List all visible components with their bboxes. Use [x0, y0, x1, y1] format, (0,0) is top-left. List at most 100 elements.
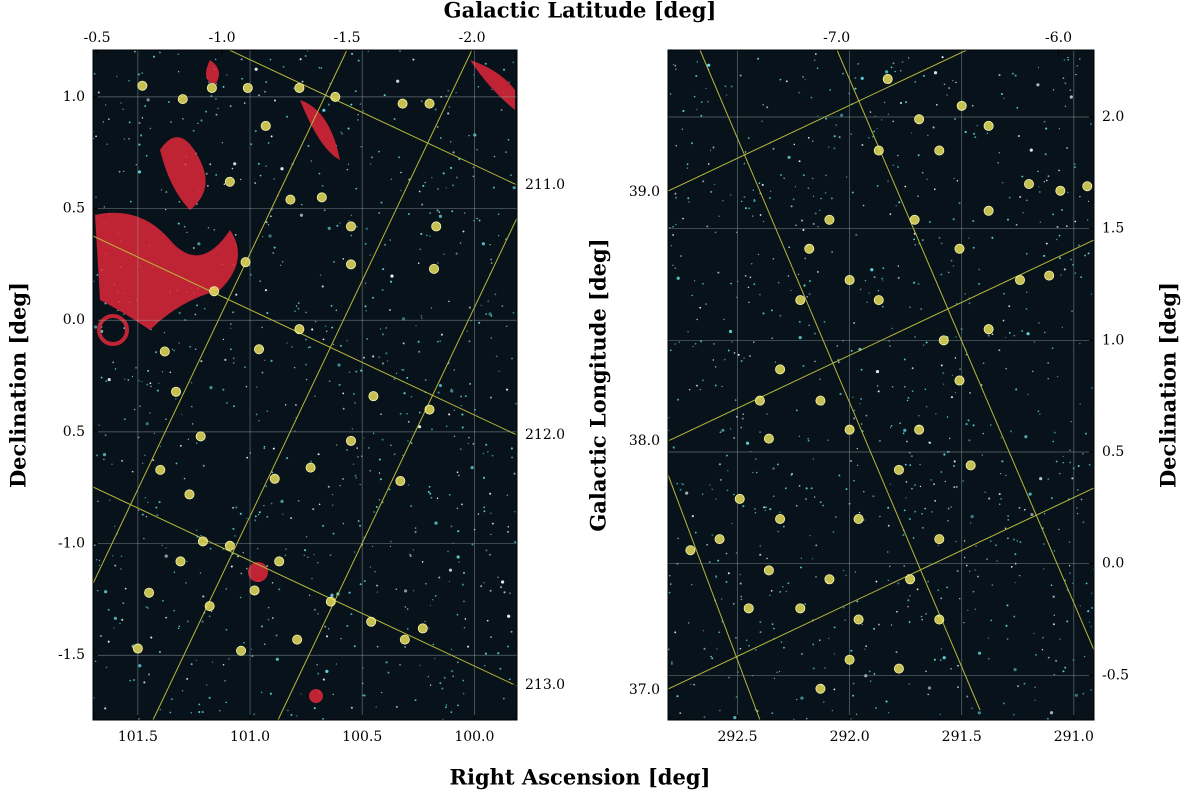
star — [670, 349, 672, 351]
star — [736, 231, 738, 234]
star — [447, 89, 450, 92]
star — [97, 500, 99, 503]
star — [317, 562, 319, 564]
star — [1039, 413, 1041, 415]
star — [165, 208, 167, 211]
star — [937, 544, 940, 547]
star — [968, 439, 971, 442]
marker — [305, 462, 316, 473]
star — [737, 353, 740, 356]
star — [393, 118, 396, 121]
star — [850, 649, 853, 652]
star — [972, 590, 975, 593]
star — [819, 501, 822, 504]
star — [1064, 105, 1067, 107]
star — [709, 149, 712, 152]
star — [111, 463, 113, 465]
star — [232, 357, 235, 360]
star — [462, 692, 465, 695]
star — [917, 283, 920, 285]
star — [1087, 252, 1090, 255]
star — [833, 688, 836, 691]
star — [266, 564, 269, 567]
star — [507, 526, 509, 528]
star — [362, 356, 365, 359]
star — [954, 118, 957, 120]
star — [400, 171, 402, 174]
star — [490, 533, 492, 536]
star — [190, 381, 193, 384]
star — [473, 133, 477, 137]
star — [1021, 175, 1024, 178]
star — [925, 405, 928, 408]
star — [451, 648, 453, 650]
star — [866, 301, 868, 303]
star — [350, 706, 353, 709]
star — [375, 706, 377, 708]
star — [762, 220, 765, 223]
star — [453, 435, 456, 437]
star — [451, 669, 454, 673]
star — [451, 210, 454, 213]
star — [177, 627, 180, 630]
star — [332, 693, 335, 696]
marker — [824, 214, 835, 225]
star — [355, 187, 358, 190]
star — [856, 464, 859, 467]
star — [1031, 370, 1034, 373]
star — [735, 552, 738, 554]
star — [755, 649, 757, 651]
star — [947, 507, 950, 510]
star — [219, 710, 221, 712]
star — [850, 133, 853, 135]
x2-tick-label: -1.5 — [334, 30, 361, 46]
star — [312, 508, 315, 511]
star — [908, 683, 910, 685]
marker — [428, 263, 439, 274]
star — [681, 128, 684, 130]
star — [182, 118, 184, 120]
star — [737, 671, 739, 673]
star — [191, 406, 193, 408]
star — [93, 697, 95, 699]
star — [109, 499, 111, 501]
star — [156, 514, 159, 517]
star — [1013, 713, 1015, 716]
star — [372, 355, 375, 358]
star — [965, 564, 968, 567]
star — [186, 231, 188, 234]
star — [780, 173, 782, 176]
star — [483, 664, 486, 667]
star — [1052, 595, 1055, 598]
star — [903, 386, 906, 388]
star — [799, 566, 802, 569]
marker — [815, 683, 826, 694]
star — [370, 156, 373, 159]
star — [904, 185, 907, 188]
star — [967, 609, 969, 612]
star — [1071, 310, 1073, 313]
marker — [132, 643, 143, 654]
star — [490, 258, 492, 261]
star — [140, 134, 143, 137]
star — [1000, 437, 1002, 439]
star — [271, 471, 274, 474]
star — [793, 143, 796, 146]
star — [376, 591, 379, 593]
star — [749, 355, 751, 357]
star — [975, 545, 977, 547]
star — [809, 534, 811, 537]
star — [696, 318, 698, 321]
star — [1058, 128, 1060, 130]
star — [887, 506, 890, 509]
star — [823, 320, 826, 323]
star — [838, 361, 840, 364]
marker — [159, 346, 170, 357]
star — [452, 675, 454, 678]
marker — [804, 243, 815, 254]
star — [485, 443, 488, 446]
star — [733, 352, 736, 354]
star — [357, 456, 359, 458]
marker — [853, 514, 864, 525]
star — [311, 577, 313, 580]
